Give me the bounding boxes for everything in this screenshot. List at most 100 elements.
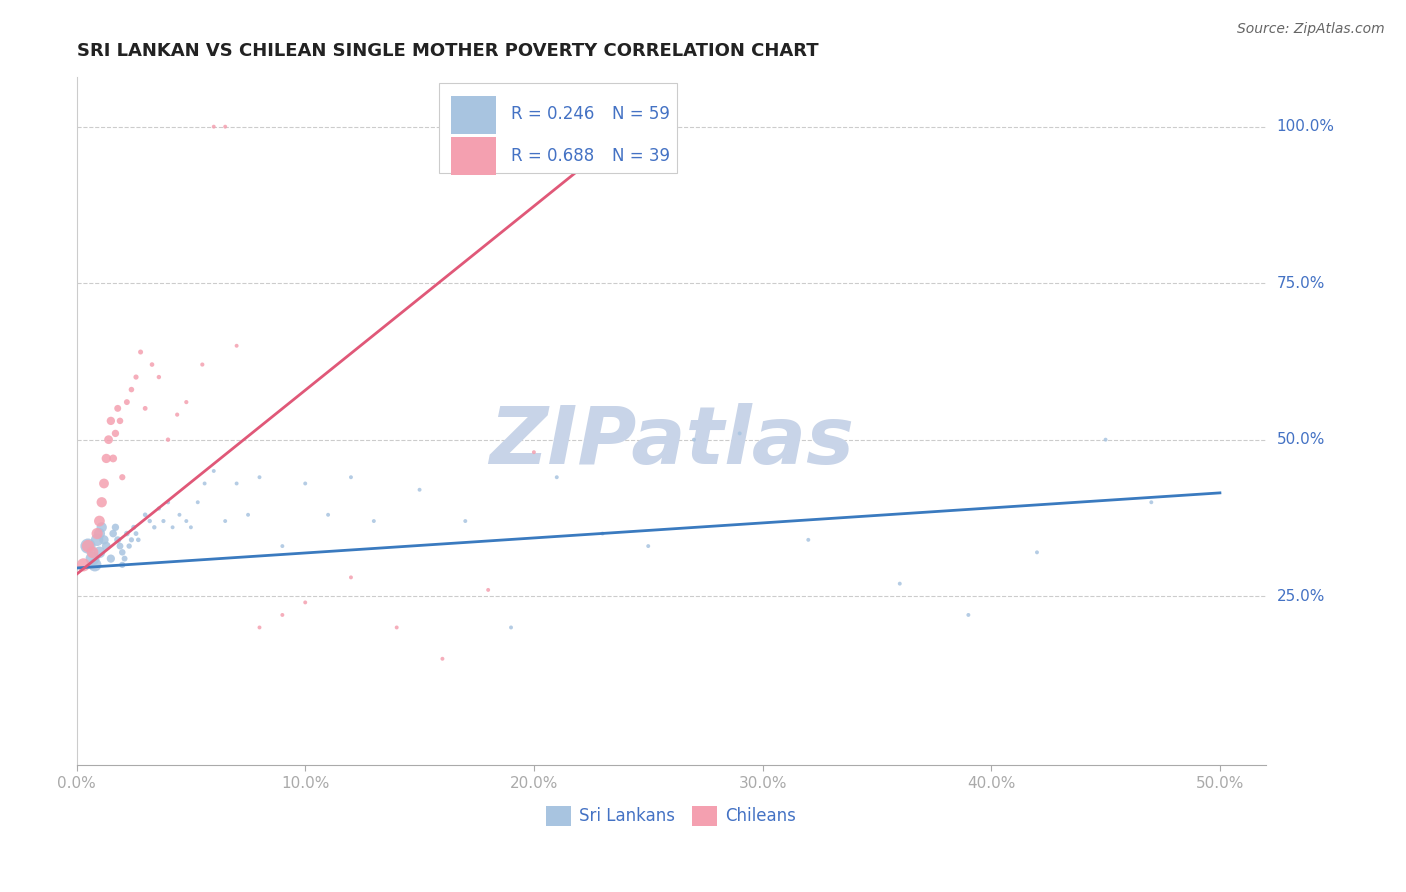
Point — [889, 576, 911, 591]
Point — [637, 138, 659, 153]
Text: R = 0.688: R = 0.688 — [510, 147, 593, 165]
Text: ZIPatlas: ZIPatlas — [489, 402, 853, 481]
Point — [89, 526, 111, 541]
Point — [125, 370, 148, 384]
Point — [546, 470, 568, 484]
Point — [90, 520, 112, 534]
Text: 100.0%: 100.0% — [1277, 120, 1334, 134]
Point — [111, 558, 134, 572]
Point — [120, 383, 142, 397]
Point — [294, 476, 316, 491]
Point — [138, 514, 160, 528]
Point — [77, 539, 100, 553]
Point — [89, 545, 111, 559]
Point — [202, 120, 225, 134]
Point — [108, 539, 131, 553]
Point — [152, 514, 174, 528]
Point — [100, 551, 122, 566]
Point — [249, 470, 271, 484]
Point — [148, 501, 170, 516]
Point — [157, 433, 180, 447]
Point — [125, 526, 148, 541]
Point — [225, 476, 247, 491]
Point — [120, 533, 142, 547]
Point — [957, 607, 980, 622]
Point — [194, 476, 217, 491]
Point — [118, 539, 141, 553]
Text: 75.0%: 75.0% — [1277, 276, 1324, 291]
Point — [225, 339, 247, 353]
Text: N = 39: N = 39 — [612, 147, 669, 165]
Point — [162, 520, 184, 534]
Point — [340, 470, 363, 484]
Point — [107, 533, 129, 547]
Point — [202, 464, 225, 478]
FancyBboxPatch shape — [451, 137, 496, 175]
Point — [385, 620, 408, 634]
Point — [271, 607, 294, 622]
Point — [114, 551, 136, 566]
Text: R = 0.246: R = 0.246 — [510, 105, 593, 123]
Point — [83, 558, 105, 572]
Point — [728, 426, 751, 441]
Point — [1140, 495, 1163, 509]
Point — [90, 495, 112, 509]
Text: N = 59: N = 59 — [612, 105, 669, 123]
Point — [236, 508, 259, 522]
Point — [187, 495, 209, 509]
Point — [141, 358, 163, 372]
Point — [82, 551, 104, 566]
Point — [176, 514, 198, 528]
Point — [86, 533, 108, 547]
Point — [157, 495, 180, 509]
FancyBboxPatch shape — [451, 95, 496, 134]
Point — [316, 508, 339, 522]
Point — [637, 539, 659, 553]
Point — [89, 514, 111, 528]
Point — [122, 520, 145, 534]
Point — [82, 545, 104, 559]
Point — [134, 401, 156, 416]
Point — [499, 620, 522, 634]
Point — [104, 426, 127, 441]
Point — [100, 414, 122, 428]
Point — [108, 414, 131, 428]
Point — [107, 401, 129, 416]
Point — [97, 433, 120, 447]
Point — [523, 445, 546, 459]
Point — [93, 533, 115, 547]
Point — [408, 483, 430, 497]
Point — [115, 395, 138, 409]
Point — [143, 520, 166, 534]
Point — [104, 520, 127, 534]
Point — [169, 508, 191, 522]
Point — [176, 395, 198, 409]
Point — [101, 451, 124, 466]
Point — [148, 370, 170, 384]
Text: SRI LANKAN VS CHILEAN SINGLE MOTHER POVERTY CORRELATION CHART: SRI LANKAN VS CHILEAN SINGLE MOTHER POVE… — [76, 42, 818, 60]
Point — [214, 514, 236, 528]
Point — [115, 526, 138, 541]
Point — [191, 358, 214, 372]
Point — [1094, 433, 1116, 447]
Point — [271, 539, 294, 553]
Point — [129, 345, 152, 359]
Point — [214, 120, 236, 134]
Point — [568, 138, 591, 153]
Point — [111, 470, 134, 484]
Point — [180, 520, 202, 534]
Point — [294, 595, 316, 609]
Legend: Sri Lankans, Chileans: Sri Lankans, Chileans — [540, 799, 803, 832]
Point — [683, 433, 706, 447]
Point — [72, 558, 94, 572]
Point — [96, 539, 118, 553]
Point — [93, 476, 115, 491]
Point — [592, 526, 614, 541]
Point — [96, 451, 118, 466]
Point — [1026, 545, 1049, 559]
Text: 50.0%: 50.0% — [1277, 432, 1324, 447]
FancyBboxPatch shape — [439, 84, 678, 173]
Point — [363, 514, 385, 528]
Point — [127, 533, 149, 547]
Point — [477, 582, 499, 597]
